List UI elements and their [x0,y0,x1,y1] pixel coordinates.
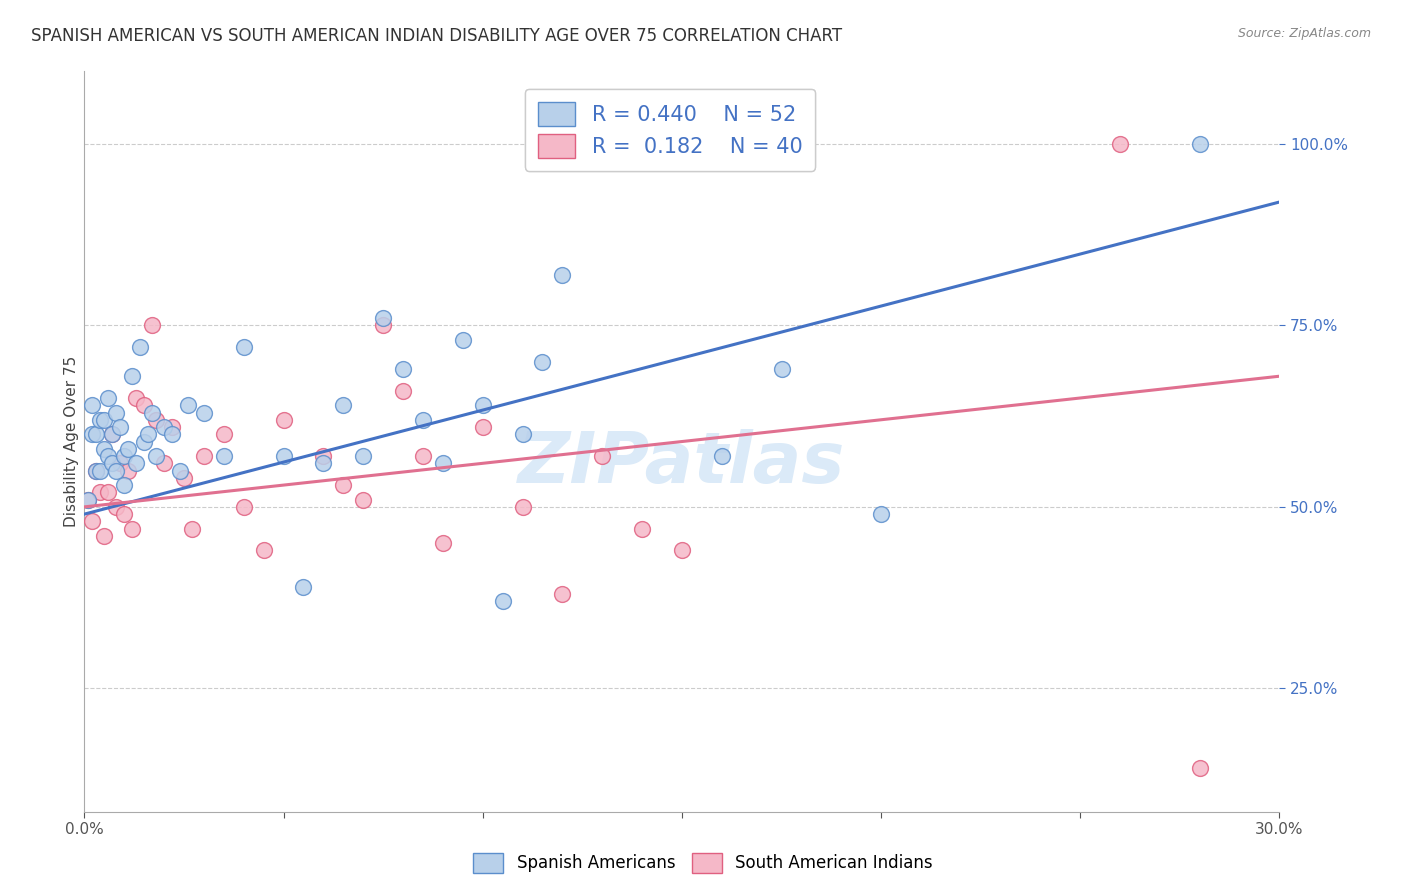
Point [471,398,494,412]
Point [77,492,100,507]
Point [141,405,163,419]
Point [160,420,183,434]
Point [193,405,215,419]
Point [169,464,191,478]
Point [121,522,143,536]
Point [451,333,474,347]
Point [512,427,534,442]
Point [492,594,515,608]
Legend: R = 0.440    N = 52, R =  0.182    N = 40: R = 0.440 N = 52, R = 0.182 N = 40 [524,89,815,170]
Point [125,456,148,470]
Point [870,507,893,521]
Point [181,522,204,536]
Point [177,398,200,412]
Point [89,464,111,478]
Point [101,456,124,470]
Point [82,515,104,529]
Point [101,427,124,442]
Point [312,456,335,470]
Point [125,391,148,405]
Point [352,492,374,507]
Point [101,427,124,442]
Text: ZIPatlas: ZIPatlas [519,429,845,499]
Point [77,492,100,507]
Point [1109,136,1132,151]
Point [89,485,111,500]
Point [312,449,335,463]
Point [173,471,195,485]
Point [392,362,415,376]
Point [112,478,135,492]
Point [105,500,128,514]
Point [97,449,120,463]
Point [112,507,135,521]
Point [153,420,176,434]
Point [232,340,254,354]
Point [129,340,152,354]
Point [145,413,167,427]
Point [112,449,135,463]
Point [145,449,167,463]
Point [770,362,793,376]
Point [273,449,295,463]
Point [253,543,276,558]
Point [153,456,176,470]
Point [1188,761,1211,775]
Point [193,449,215,463]
Point [512,500,534,514]
Point [1188,136,1211,151]
Point [132,434,156,449]
Point [110,456,132,470]
Point [97,485,120,500]
Point [671,543,693,558]
Point [141,318,163,333]
Point [105,464,128,478]
Point [273,413,295,427]
Point [471,420,494,434]
Point [136,427,159,442]
Legend: Spanish Americans, South American Indians: Spanish Americans, South American Indian… [467,847,939,880]
Point [86,464,108,478]
Point [432,456,454,470]
Point [82,427,104,442]
Point [551,268,574,282]
Point [86,427,108,442]
Text: Source: ZipAtlas.com: Source: ZipAtlas.com [1237,27,1371,40]
Point [93,442,115,456]
Point [591,449,613,463]
Point [332,398,354,412]
Point [710,449,733,463]
Y-axis label: Disability Age Over 75: Disability Age Over 75 [63,356,79,527]
Point [93,529,115,543]
Point [352,449,374,463]
Point [82,398,104,412]
Point [432,536,454,550]
Point [212,427,235,442]
Point [531,354,554,368]
Text: SPANISH AMERICAN VS SOUTH AMERICAN INDIAN DISABILITY AGE OVER 75 CORRELATION CHA: SPANISH AMERICAN VS SOUTH AMERICAN INDIA… [31,27,842,45]
Point [117,464,139,478]
Point [121,369,143,384]
Point [93,413,115,427]
Point [551,587,574,601]
Point [105,405,128,419]
Point [631,522,654,536]
Point [117,442,139,456]
Point [110,420,132,434]
Point [412,413,434,427]
Point [373,311,395,326]
Point [332,478,354,492]
Point [392,384,415,398]
Point [97,391,120,405]
Point [212,449,235,463]
Point [412,449,434,463]
Point [86,464,108,478]
Point [160,427,183,442]
Point [132,398,156,412]
Point [373,318,395,333]
Point [232,500,254,514]
Point [292,580,315,594]
Point [89,413,111,427]
